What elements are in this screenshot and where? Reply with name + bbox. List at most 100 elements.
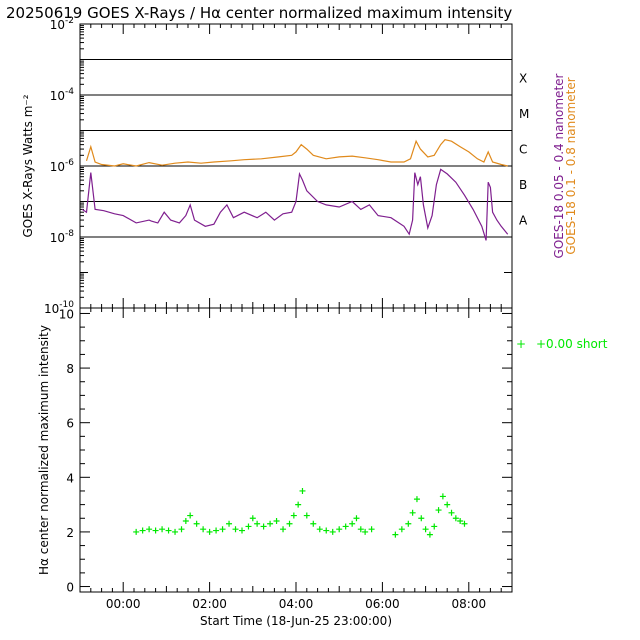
goes-series-line [85, 139, 508, 167]
halpha-point [349, 520, 356, 527]
halpha-point [452, 515, 459, 522]
halpha-point [310, 520, 317, 527]
halpha-point [353, 515, 360, 522]
goes-x-ticks [79, 24, 513, 308]
x-tick-label: 00:00 [106, 597, 141, 611]
halpha-x-axis: 00:00 02:00 04:00 06:00 08:00 [79, 308, 513, 611]
goes-y-tick-base: 10 [50, 89, 65, 103]
goes-y-tick-base: 10 [50, 18, 65, 32]
halpha-point [439, 493, 446, 500]
halpha-point [413, 496, 420, 503]
halpha-point [152, 527, 159, 534]
goes-y-axis-label: GOES X-Rays Watts m⁻² [21, 94, 35, 237]
halpha-point [219, 526, 226, 533]
halpha-point [295, 501, 302, 508]
halpha-point [249, 515, 256, 522]
halpha-point [146, 526, 153, 533]
halpha-point [286, 520, 293, 527]
halpha-point [245, 523, 252, 530]
goes-y-tick-exp: -6 [65, 158, 74, 168]
goes-y-tick-label: 10-6 [50, 158, 75, 174]
halpha-point [159, 526, 166, 533]
halpha-point [457, 518, 464, 524]
halpha-point [193, 520, 200, 527]
goes-y-axis: 10-210-410-610-810-10 [44, 16, 512, 316]
legend-halpha-label: +0.00 short [536, 337, 608, 351]
halpha-y-tick-label: 0 [66, 581, 74, 595]
halpha-point [418, 515, 425, 522]
halpha-point [290, 512, 297, 519]
goes-y-tick-label: 10-10 [44, 300, 74, 316]
x-tick-label: 02:00 [192, 597, 227, 611]
flare-class-label: A [519, 213, 528, 227]
halpha-point [239, 527, 245, 534]
halpha-point [316, 526, 323, 533]
halpha-y-axis-label: Hα center normalized maximum intensity [37, 325, 51, 575]
goes-y-tick-base: 10 [50, 160, 65, 174]
flare-class-lines [80, 59, 512, 238]
halpha-point [323, 527, 330, 534]
x-tick-label: 04:00 [279, 597, 314, 611]
goes-y-tick-label: 10-2 [50, 16, 74, 32]
goes-y-tick-label: 10-4 [50, 87, 75, 103]
legend-goes-long: GOES-18 0.1 - 0.8 nanometer [564, 77, 578, 254]
halpha-point [267, 520, 274, 527]
flare-class-label: M [519, 107, 529, 121]
halpha-point [362, 528, 369, 535]
goes-y-tick-exp: -2 [65, 16, 74, 26]
halpha-point [232, 526, 239, 533]
halpha-point [178, 526, 185, 533]
legend-goes-short: GOES-18 0.05 - 0.4 nanometer [552, 73, 566, 258]
halpha-y-tick-label: 2 [66, 526, 74, 540]
x-axis-label: Start Time (18-Jun-25 23:00:00) [200, 614, 392, 628]
x-tick-label: 08:00 [452, 597, 487, 611]
halpha-point [172, 528, 179, 535]
halpha-series [133, 487, 468, 538]
halpha-point [299, 487, 306, 494]
halpha-point [200, 526, 207, 533]
legend-halpha-marker: + [516, 337, 526, 351]
halpha-y-tick-label: 8 [66, 362, 74, 376]
halpha-point [405, 520, 412, 527]
halpha-point [165, 527, 172, 534]
halpha-point [422, 526, 429, 533]
goes-series-line [81, 168, 509, 241]
halpha-point [368, 526, 375, 533]
flare-class-label: X [519, 71, 527, 85]
halpha-point [226, 520, 233, 527]
goes-y-tick-base: 10 [50, 231, 65, 245]
halpha-panel: 0 2 4 6 8 10 00:00 02:00 04:00 06:00 08:00 Hα cen… [37, 307, 608, 628]
halpha-point [187, 512, 194, 519]
chart-title: 20250619 GOES X-Rays / Hα center normali… [6, 4, 512, 22]
halpha-point [435, 507, 442, 514]
halpha-point [398, 526, 405, 533]
halpha-point [133, 528, 140, 535]
goes-series [81, 139, 509, 241]
halpha-y-tick-label: 6 [66, 417, 74, 431]
goes-y-tick-exp: -10 [59, 300, 74, 310]
halpha-point [431, 523, 438, 530]
goes-y-tick-exp: -8 [65, 229, 74, 239]
goes-y-tick-exp: -4 [65, 87, 74, 97]
halpha-y-tick-label: 10 [59, 307, 74, 321]
halpha-point [280, 526, 287, 533]
halpha-point [448, 509, 455, 516]
halpha-point [409, 509, 416, 516]
goes-y-tick-base: 10 [44, 302, 59, 316]
halpha-point [139, 527, 146, 534]
halpha-point [357, 526, 364, 533]
halpha-y-tick-label: 4 [66, 471, 74, 485]
halpha-point [426, 531, 433, 538]
halpha-point [206, 528, 213, 535]
halpha-point [260, 523, 267, 530]
x-tick-label: 06:00 [365, 597, 400, 611]
halpha-point [213, 527, 220, 534]
halpha-point [182, 518, 189, 524]
halpha-point [273, 518, 280, 524]
halpha-point [444, 501, 451, 508]
halpha-point [336, 526, 343, 533]
halpha-point [392, 531, 399, 538]
goes-y-tick-label: 10-8 [50, 229, 75, 245]
